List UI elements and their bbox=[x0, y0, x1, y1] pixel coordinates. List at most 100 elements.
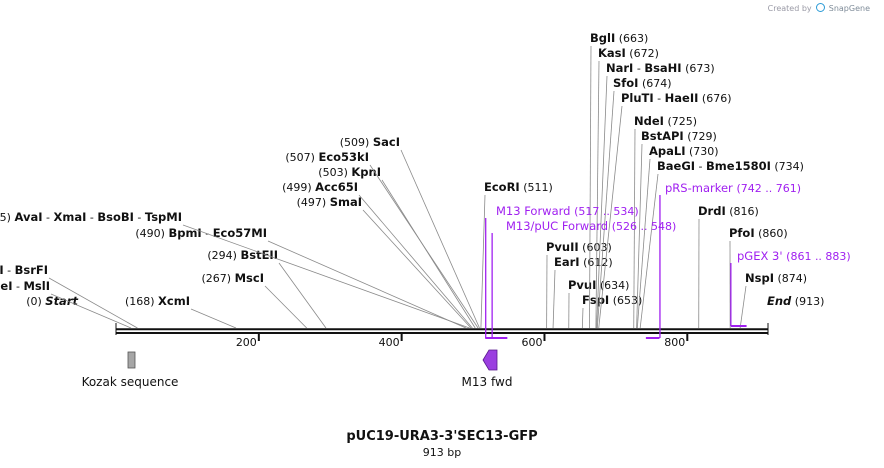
site-676-cut-line bbox=[598, 105, 623, 329]
site-name-tspmi: TspMI bbox=[145, 210, 182, 224]
primer-m13-forward-name: M13 Forward bbox=[496, 204, 570, 218]
primer-pgex-3-name: pGEX 3' bbox=[737, 249, 783, 263]
site-673-separator: - bbox=[633, 62, 644, 75]
site-name-fspi: FspI bbox=[582, 293, 609, 307]
site-name-sfoi: SfoI bbox=[613, 76, 638, 90]
site-0-label: (0) Start bbox=[26, 294, 78, 308]
site-509-position: (509) bbox=[340, 136, 370, 149]
site-168-label: (168) XcmI bbox=[125, 294, 190, 308]
feature-m13-fwd-label: M13 fwd bbox=[462, 375, 513, 389]
feature-kozak-sequence-box bbox=[127, 351, 136, 369]
primer-prs-marker-range: (742 .. 761) bbox=[736, 182, 801, 195]
site-860-label: PfoI (860) bbox=[729, 226, 788, 240]
site-674-position: (674) bbox=[642, 77, 672, 90]
site-730-cut-line bbox=[636, 158, 651, 329]
site-603-label: PvuII (603) bbox=[546, 240, 612, 254]
site-653-label: FspI (653) bbox=[582, 293, 642, 307]
site-495-cut-line bbox=[182, 224, 470, 329]
site-294-cut-line bbox=[278, 262, 327, 329]
site-490-label: (490) BpmI - Eco57MI bbox=[135, 226, 267, 240]
site-0-position: (0) bbox=[26, 295, 42, 308]
site-name-bpmi: BpmI bbox=[168, 226, 201, 240]
map-length: 913 bp bbox=[422, 446, 462, 459]
site-30-label: (30) AgeI - BsrFI bbox=[0, 263, 48, 277]
site-507-label: (507) Eco53kI bbox=[285, 150, 369, 164]
site-267-position: (267) bbox=[202, 272, 232, 285]
site-734-label: BaeGI - Bme1580I (734) bbox=[657, 159, 804, 173]
primer-pgex-3-range: (861 .. 883) bbox=[786, 250, 851, 263]
site-673-label: NarI - BsaHI (673) bbox=[606, 61, 715, 75]
site-490-cut-line bbox=[267, 240, 467, 329]
site-267-cut-line bbox=[264, 285, 307, 329]
site-674-cut-line bbox=[596, 90, 615, 329]
site-name-avai: AvaI bbox=[14, 210, 42, 224]
site-name-eco53ki: Eco53kI bbox=[318, 150, 369, 164]
site-913-label: End (913) bbox=[767, 294, 824, 308]
primer-prs-marker-name: pRS-marker bbox=[665, 181, 733, 195]
site-503-position: (503) bbox=[318, 166, 348, 179]
site-21-label: (21) AleI - MslI bbox=[0, 279, 50, 293]
site-499-position: (499) bbox=[282, 181, 312, 194]
site-name-ndei: NdeI bbox=[634, 114, 664, 128]
primer-m13-forward-label: M13 Forward (517 .. 534) bbox=[496, 204, 639, 218]
site-507-position: (507) bbox=[285, 151, 315, 164]
site-913-position: (913) bbox=[795, 295, 825, 308]
site-name-pvui: PvuI bbox=[568, 278, 596, 292]
site-499-label: (499) Acc65I bbox=[282, 180, 358, 194]
axis-tick-label-400: 400 bbox=[379, 336, 400, 349]
site-495-separator: - bbox=[86, 211, 97, 224]
site-267-label: (267) MscI bbox=[202, 271, 264, 285]
site-653-position: (653) bbox=[613, 294, 643, 307]
site-name-bgli: BglI bbox=[590, 31, 615, 45]
site-730-position: (730) bbox=[689, 145, 719, 158]
site-729-position: (729) bbox=[687, 130, 717, 143]
site-name-apali: ApaLI bbox=[649, 144, 686, 158]
site-612-cut-line bbox=[552, 269, 556, 329]
site-30-separator: - bbox=[4, 264, 15, 277]
site-21-separator: - bbox=[13, 280, 24, 293]
site-name-bsrfi: BsrFI bbox=[15, 263, 48, 277]
primer-m13-forward-range: (517 .. 534) bbox=[574, 205, 639, 218]
credit-prefix: Created by bbox=[767, 4, 812, 13]
site-676-separator: - bbox=[654, 92, 665, 105]
site-495-label: (495) AvaI - XmaI - BsoBI - TspMI bbox=[0, 210, 182, 224]
primer-m13-puc-forward-name: M13/pUC Forward bbox=[506, 219, 608, 233]
site-name-bsteii: BstEII bbox=[240, 248, 278, 262]
primer-pgex-3-label: pGEX 3' (861 .. 883) bbox=[737, 249, 851, 263]
site-730-label: ApaLI (730) bbox=[649, 144, 719, 158]
site-name-bsobi: BsoBI bbox=[97, 210, 134, 224]
site-612-label: EarI (612) bbox=[554, 255, 613, 269]
site-495-separator: - bbox=[43, 211, 54, 224]
site-168-position: (168) bbox=[125, 295, 155, 308]
site-name-haeii: HaeII bbox=[665, 91, 699, 105]
feature-kozak-sequence-label: Kozak sequence bbox=[82, 375, 179, 389]
site-874-label: NspI (874) bbox=[745, 271, 807, 285]
site-name-eari: EarI bbox=[554, 255, 580, 269]
site-499-cut-line bbox=[358, 194, 473, 329]
site-name-start: Start bbox=[45, 294, 78, 308]
primer-m13-puc-forward-range: (526 .. 548) bbox=[612, 220, 677, 233]
site-name-xcmi: XcmI bbox=[158, 294, 190, 308]
site-30-cut-line bbox=[48, 277, 138, 329]
site-name-bsahi: BsaHI bbox=[644, 61, 681, 75]
site-874-cut-line bbox=[739, 285, 747, 329]
primer-prs-marker-label: pRS-marker (742 .. 761) bbox=[665, 181, 801, 195]
site-497-cut-line bbox=[362, 209, 472, 329]
site-663-label: BglI (663) bbox=[590, 31, 648, 45]
site-653-cut-line bbox=[581, 307, 584, 329]
site-734-position: (734) bbox=[774, 160, 804, 173]
site-816-label: DrdI (816) bbox=[698, 204, 759, 218]
site-name-saci: SacI bbox=[373, 135, 400, 149]
site-name-pluti: PluTI bbox=[621, 91, 654, 105]
site-name-bme1580i: Bme1580I bbox=[706, 159, 771, 173]
credit-brand: SnapGene bbox=[828, 4, 870, 13]
site-673-cut-line bbox=[596, 75, 608, 329]
snapgene-logo-icon bbox=[816, 3, 826, 12]
axis-tick-label-600: 600 bbox=[521, 336, 542, 349]
site-name-agei: AgeI bbox=[0, 263, 4, 277]
site-294-label: (294) BstEII bbox=[207, 248, 278, 262]
site-860-position: (860) bbox=[758, 227, 788, 240]
site-name-end: End bbox=[767, 294, 792, 308]
site-294-position: (294) bbox=[207, 249, 237, 262]
site-676-position: (676) bbox=[702, 92, 732, 105]
